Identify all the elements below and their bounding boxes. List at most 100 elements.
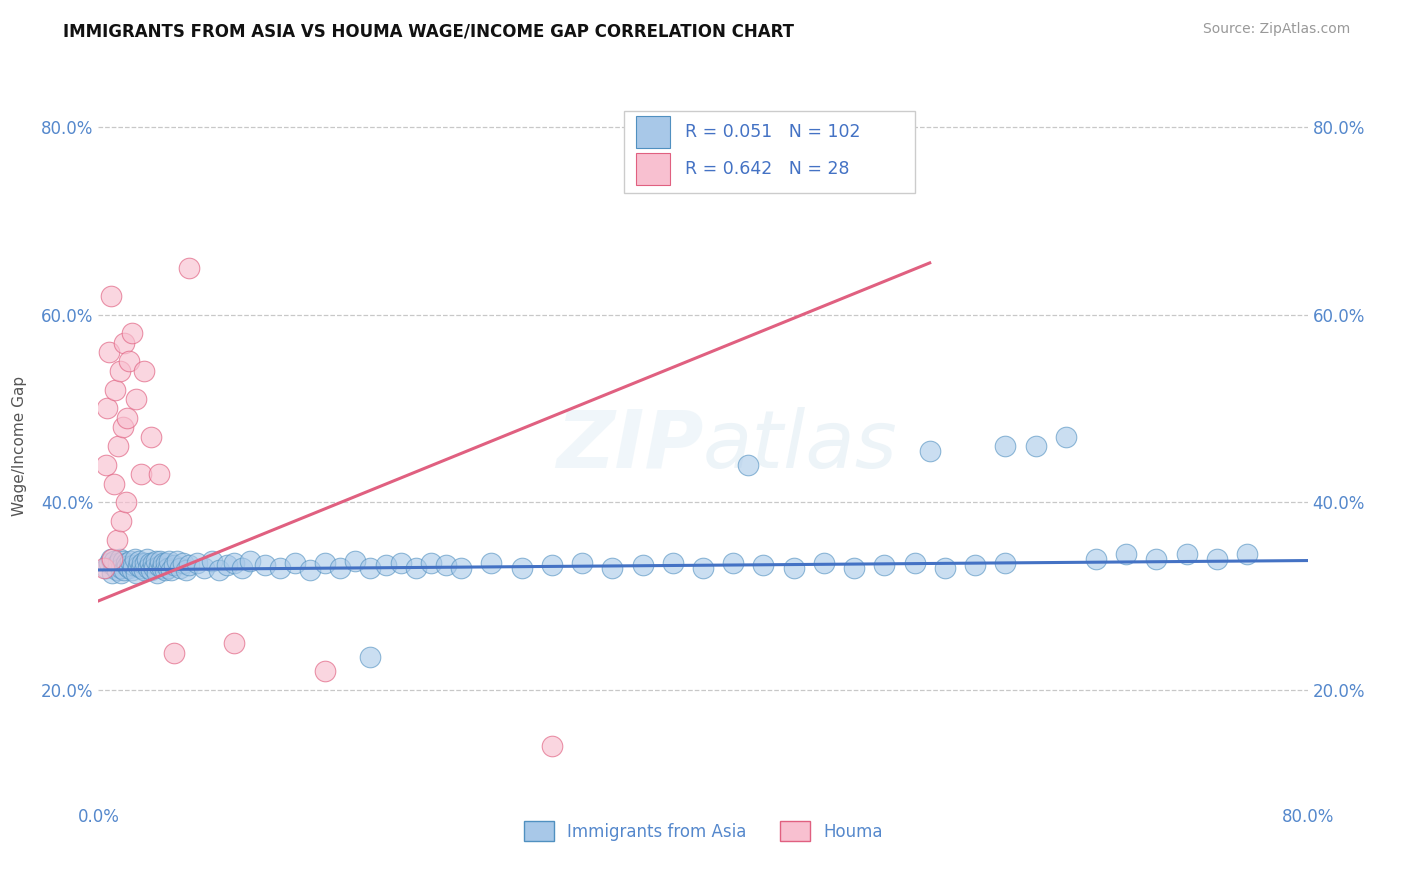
Point [98,557,121,571]
Point [114,495,136,509]
Y-axis label: Wage/Income Gap: Wage/Income Gap [13,376,27,516]
Point [510,561,533,575]
Point [269,561,291,575]
Point [723,557,745,571]
Point [239,553,262,567]
Point [661,557,683,571]
Bar [637,153,671,186]
Point [129,561,152,575]
Text: atlas: atlas [703,407,898,485]
Point [110,561,132,575]
Point [631,558,654,573]
Point [208,563,231,577]
Point [163,558,186,573]
Point [179,558,201,573]
Point [127,559,149,574]
Point [100,551,122,566]
Point [193,561,215,575]
Point [374,558,396,573]
Point [360,650,382,665]
Text: R = 0.051   N = 102: R = 0.051 N = 102 [685,123,860,141]
Point [314,557,336,571]
Point [101,566,124,580]
Point [134,557,156,571]
Point [1175,547,1198,561]
Point [149,553,172,567]
Point [360,561,382,575]
Point [103,476,125,491]
Point [1085,551,1108,566]
Point [148,559,170,574]
Point [118,354,141,368]
Point [121,563,143,577]
Point [120,554,142,568]
Point [329,561,352,575]
Point [160,563,183,577]
Point [131,557,153,571]
Point [155,557,177,571]
Point [420,557,443,571]
Point [163,646,186,660]
Point [152,557,174,571]
Text: ZIP: ZIP [555,407,703,485]
Point [108,364,131,378]
Point [450,561,472,575]
Point [752,558,775,573]
Point [994,439,1017,453]
Point [737,458,759,472]
Point [132,563,155,577]
Point [112,335,135,350]
Point [125,392,148,406]
Point [159,553,181,567]
Point [103,553,125,567]
Point [104,383,127,397]
Point [253,558,276,573]
Point [602,561,624,575]
Point [107,557,129,571]
Point [201,553,224,567]
Point [172,557,194,571]
Point [169,561,191,575]
Point [118,561,141,575]
Point [111,420,134,434]
Point [692,561,714,575]
Point [873,558,896,573]
Point [1054,429,1077,443]
Point [344,553,367,567]
Point [112,563,135,577]
Point [136,561,159,575]
Point [405,561,427,575]
Point [224,557,246,571]
Point [1206,551,1229,566]
Text: IMMIGRANTS FROM ASIA VS HOUMA WAGE/INCOME GAP CORRELATION CHART: IMMIGRANTS FROM ASIA VS HOUMA WAGE/INCOM… [63,22,794,40]
Point [186,557,208,571]
Text: R = 0.642   N = 28: R = 0.642 N = 28 [685,161,849,178]
Point [108,551,131,566]
Point [994,557,1017,571]
Point [125,566,148,580]
FancyBboxPatch shape [624,111,915,193]
Text: Source: ZipAtlas.com: Source: ZipAtlas.com [1202,22,1350,37]
Point [224,636,246,650]
Point [139,557,162,571]
Point [231,561,253,575]
Point [94,458,117,472]
Point [100,289,122,303]
Point [148,467,170,482]
Point [174,563,197,577]
Point [142,557,165,571]
Point [1236,547,1258,561]
Point [110,566,132,580]
Point [115,410,138,425]
Point [179,260,201,275]
Point [314,665,336,679]
Point [96,401,118,416]
Point [166,553,188,567]
Point [540,739,562,754]
Point [1115,547,1137,561]
Point [111,554,134,568]
Point [110,514,132,528]
Point [813,557,835,571]
Point [934,561,956,575]
Point [783,561,806,575]
